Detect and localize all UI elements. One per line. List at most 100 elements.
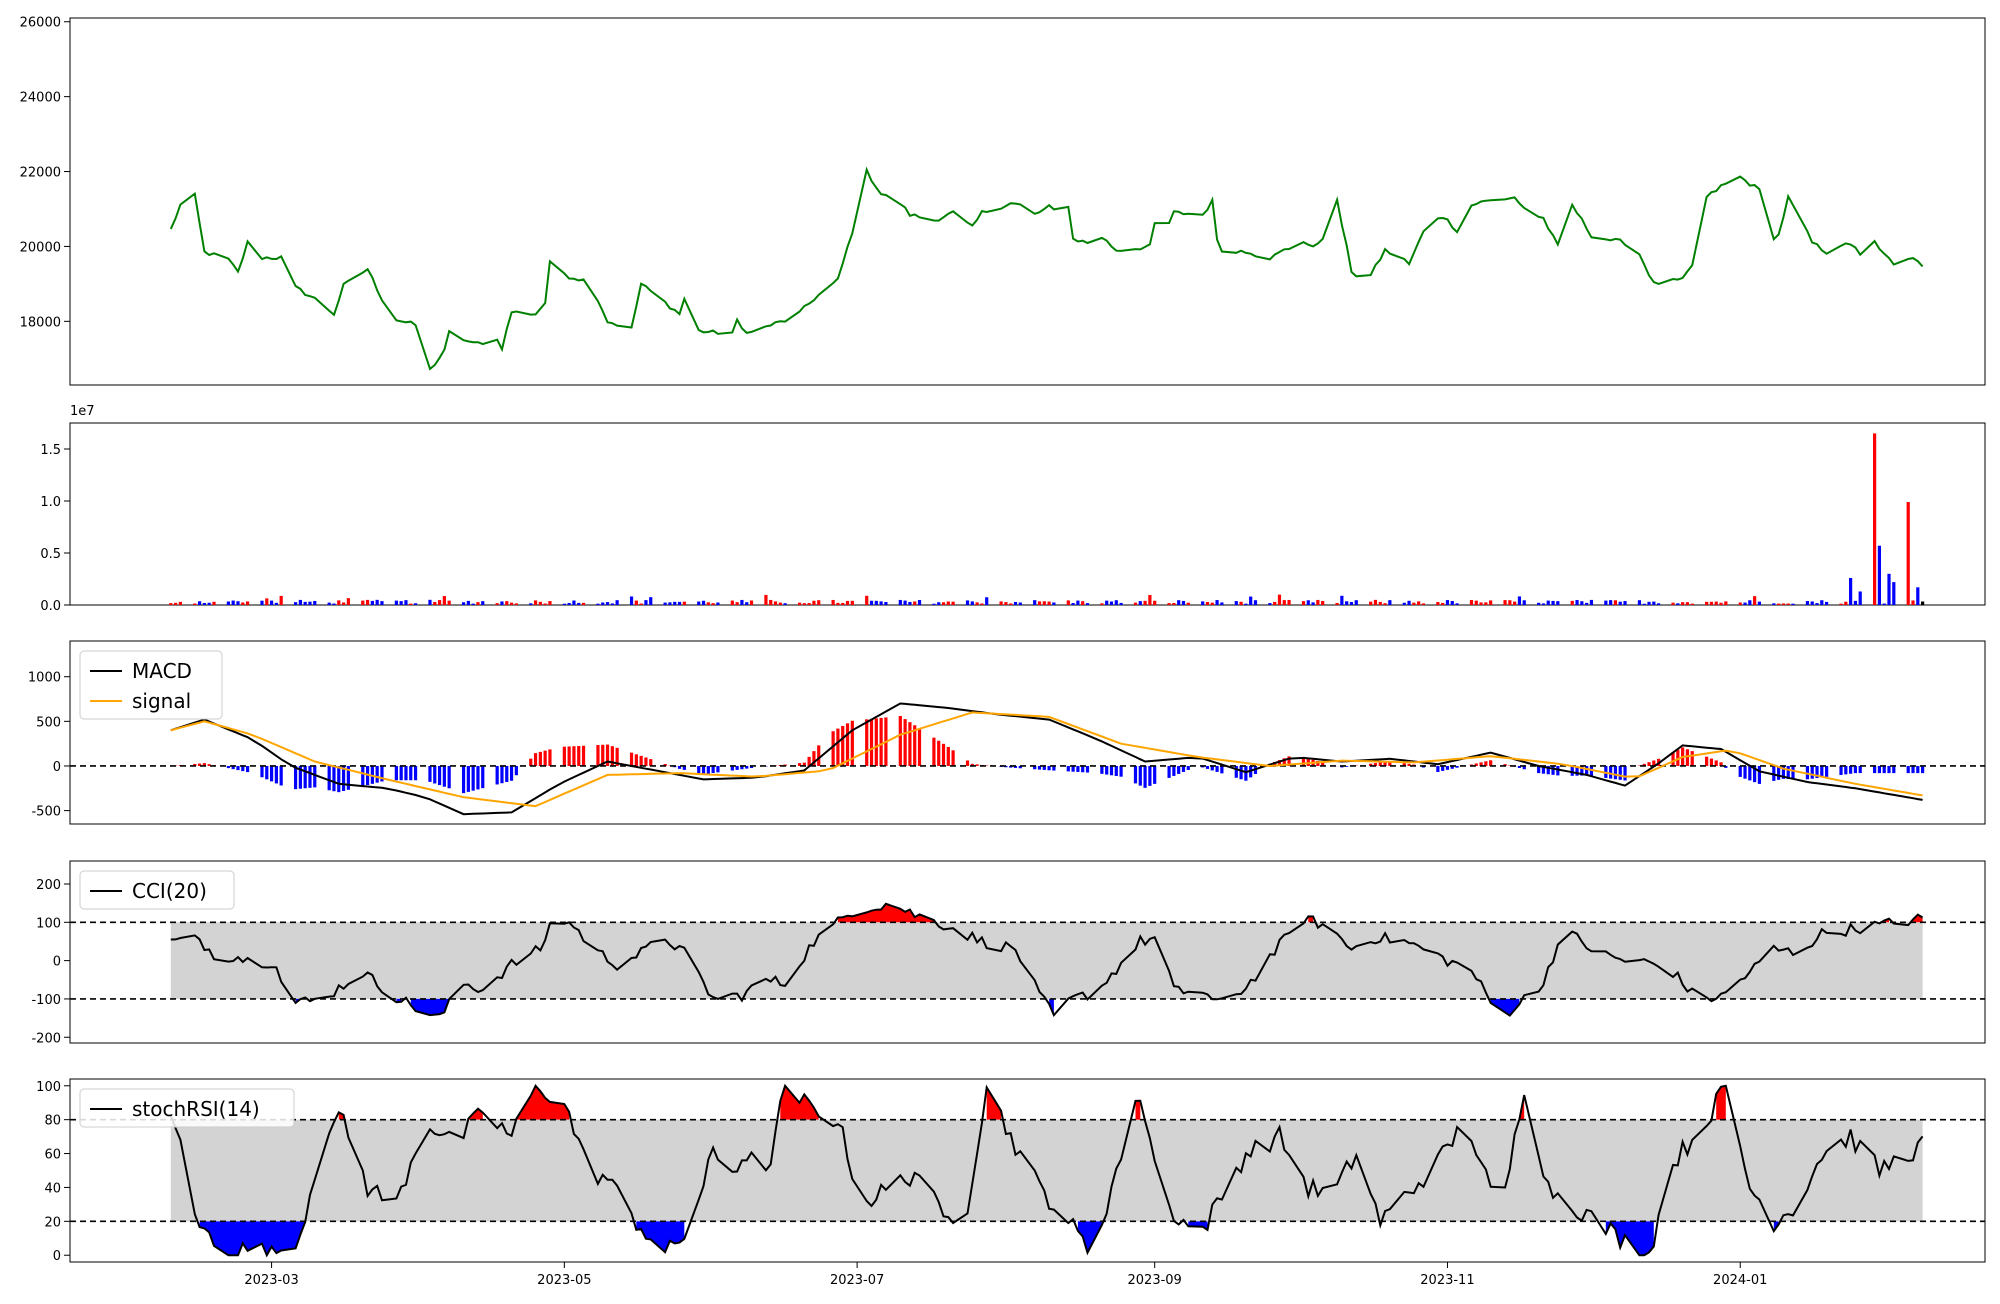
volume-bar — [174, 603, 177, 605]
macd-hist-bar — [904, 719, 907, 766]
volume-bar — [534, 600, 537, 605]
macd-hist-bar — [1907, 766, 1910, 773]
volume-bar — [577, 603, 580, 605]
volume-bar — [347, 598, 350, 605]
price-ytick-label: 18000 — [20, 315, 61, 330]
stochrsi-ytick-label: 100 — [36, 1080, 61, 1095]
volume-bar — [227, 601, 230, 605]
stochrsi-band — [171, 1120, 1923, 1222]
volume-bar — [1614, 600, 1617, 605]
cci-ytick-label: -200 — [31, 1031, 61, 1046]
volume-bar — [1316, 600, 1319, 605]
macd-hist-bar — [1883, 766, 1886, 773]
macd-hist-bar — [467, 766, 470, 792]
macd-hist-bar — [841, 726, 844, 766]
macd-hist-bar — [1691, 751, 1694, 766]
volume-bar — [404, 600, 407, 605]
macd-hist-bar — [428, 766, 431, 782]
volume-bar — [1100, 603, 1103, 605]
macd-hist-bar — [1551, 766, 1554, 775]
volume-bar — [294, 602, 297, 605]
volume-bar — [433, 602, 436, 605]
volume-bar — [1590, 600, 1593, 605]
macd-hist-bar — [1811, 766, 1814, 779]
macd-hist-bar — [899, 716, 902, 766]
macd-hist-bar — [942, 744, 945, 766]
volume-bar — [716, 603, 719, 605]
volume-bar — [568, 603, 571, 605]
macd-hist-bar — [1119, 766, 1122, 777]
volume-bar — [644, 600, 647, 605]
volume-bar — [1307, 600, 1310, 605]
macd-hist-bar — [481, 766, 484, 788]
macd-hist-bar — [1758, 766, 1761, 784]
macd-hist-bar — [270, 766, 273, 781]
macd-hist-bar — [1748, 766, 1751, 780]
volume-frame — [70, 423, 1985, 605]
volume-bar — [1753, 596, 1756, 605]
volume-bar — [1676, 603, 1679, 605]
volume-bar — [640, 604, 643, 605]
volume-bar — [1743, 603, 1746, 605]
macd-hist-bar — [304, 766, 307, 788]
macd-hist-bar — [1206, 766, 1209, 769]
macd-hist-bar — [539, 752, 542, 766]
volume-bar — [942, 602, 945, 605]
volume-bar — [1892, 582, 1895, 605]
macd-hist-bar — [404, 766, 407, 780]
stochrsi-ytick-label: 80 — [44, 1114, 61, 1129]
volume-bar — [1119, 603, 1122, 605]
volume-bar — [664, 603, 667, 605]
volume-bar — [1143, 601, 1146, 605]
volume-bar — [1268, 603, 1271, 605]
macd-hist-bar — [280, 766, 283, 786]
volume-bar — [193, 604, 196, 605]
volume-bar — [376, 600, 379, 605]
macd-hist-bar — [1619, 766, 1622, 780]
volume-bar — [616, 600, 619, 605]
volume-bar — [1244, 604, 1247, 605]
volume-bar — [606, 602, 609, 605]
macd-hist-bar — [707, 766, 710, 774]
volume-bar — [1513, 602, 1516, 605]
macd-hist-bar — [1220, 766, 1223, 773]
macd-hist-bar — [544, 751, 547, 766]
macd-hist-bar — [443, 766, 446, 787]
macd-hist-bar — [966, 760, 969, 766]
volume-bar — [1878, 546, 1881, 605]
volume-bar — [1623, 601, 1626, 605]
price-ytick-label: 26000 — [20, 16, 61, 31]
macd-hist-bar — [500, 766, 503, 783]
volume-bar — [280, 596, 283, 605]
macd-hist-bar — [1215, 766, 1218, 772]
volume-bar — [203, 603, 206, 605]
volume-bar — [1887, 574, 1890, 605]
volume-bar — [774, 601, 777, 605]
volume-bar — [937, 602, 940, 605]
volume-bar — [448, 601, 451, 605]
macd-hist-bar — [1854, 766, 1857, 773]
macd-hist-bar — [1715, 760, 1718, 766]
volume-bar — [472, 604, 475, 605]
volume-bar — [1849, 578, 1852, 605]
volume-bar — [611, 603, 614, 605]
stochrsi-ytick-label: 40 — [44, 1181, 61, 1196]
macd-ytick-label: 500 — [36, 715, 61, 730]
macd-hist-bar — [496, 766, 499, 784]
macd-hist-bar — [1705, 757, 1708, 766]
macd-hist-bar — [472, 766, 475, 791]
macd-hist-bar — [1436, 766, 1439, 772]
volume-bar — [784, 603, 787, 605]
volume-bar — [884, 602, 887, 605]
macd-legend-label: signal — [132, 689, 191, 713]
volume-bar — [764, 595, 767, 605]
macd-hist-bar — [1167, 766, 1170, 778]
volume-bar — [476, 602, 479, 605]
macd-hist-bar — [1143, 766, 1146, 788]
volume-bar — [836, 603, 839, 605]
volume-bar — [769, 600, 772, 605]
volume-bar — [1580, 601, 1583, 605]
cci-ytick-label: -100 — [31, 993, 61, 1008]
macd-hist-bar — [870, 719, 873, 766]
volume-bar — [1033, 600, 1036, 605]
